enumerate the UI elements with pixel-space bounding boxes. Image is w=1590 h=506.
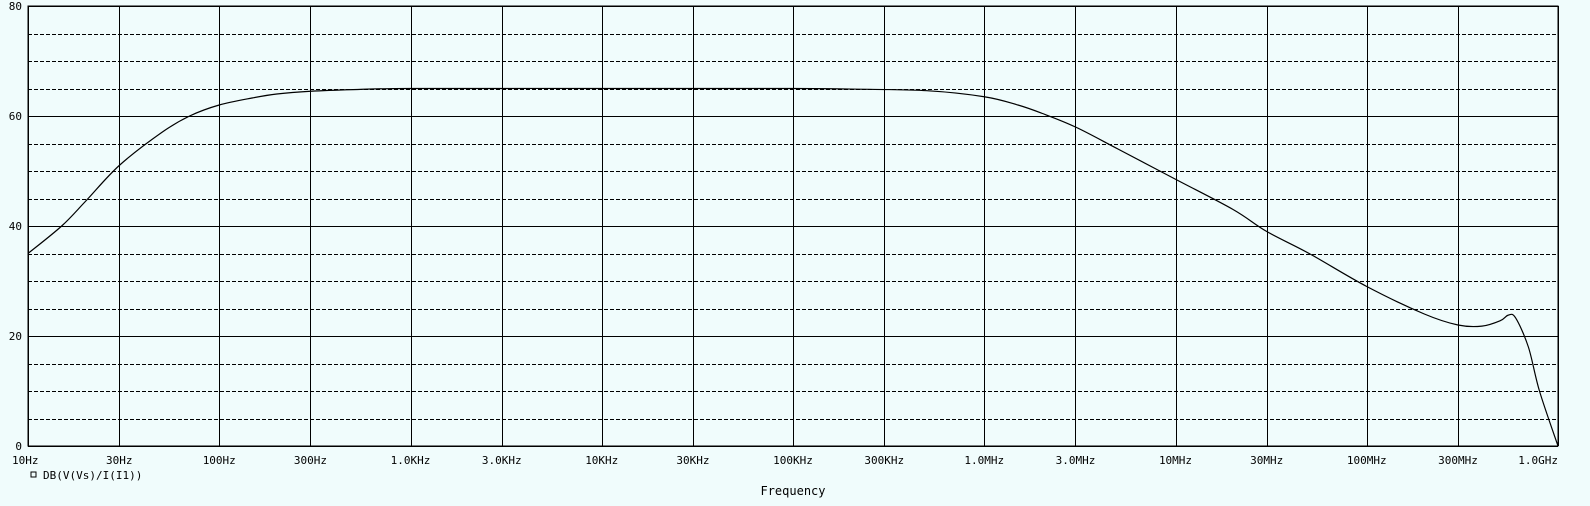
x-tick-label: 300KHz xyxy=(864,454,904,467)
tick-labels: 10Hz 30Hz 100Hz 300Hz 1.0KHz 3.0KHz 10KHz 30KHz… xyxy=(9,0,1558,467)
legend-label: DB(V(Vs)/I(I1)) xyxy=(43,469,142,482)
x-tick-label: 1.0MHz xyxy=(964,454,1004,467)
x-tick-label: 3.0MHz xyxy=(1056,454,1096,467)
x-tick-label: 300MHz xyxy=(1438,454,1478,467)
series-line xyxy=(27,87,1559,447)
legend: DB(V(Vs)/I(I1)) xyxy=(30,469,142,482)
y-tick-label: 20 xyxy=(9,330,22,343)
x-tick-label: 10KHz xyxy=(585,454,618,467)
legend-marker xyxy=(30,471,37,478)
x-tick-label: 100KHz xyxy=(773,454,813,467)
x-tick-label: 100MHz xyxy=(1347,454,1387,467)
x-tick-label: 10MHz xyxy=(1159,454,1192,467)
x-tick-label: 1.0GHz xyxy=(1518,454,1558,467)
x-tick-label: 10Hz xyxy=(12,454,39,467)
plot-frame xyxy=(27,5,1559,447)
y-tick-label: 80 xyxy=(9,0,22,13)
x-tick-label: 30KHz xyxy=(676,454,709,467)
x-tick-label: 30Hz xyxy=(106,454,133,467)
x-tick-label: 300Hz xyxy=(294,454,327,467)
x-tick-label: 3.0KHz xyxy=(482,454,522,467)
y-tick-label: 0 xyxy=(15,440,22,453)
series-layer xyxy=(27,87,1559,447)
y-tick-label: 40 xyxy=(9,220,22,233)
x-tick-label: 1.0KHz xyxy=(391,454,431,467)
y-tick-label: 60 xyxy=(9,110,22,123)
x-tick-label: 100Hz xyxy=(203,454,236,467)
x-axis-title: Frequency xyxy=(760,484,825,498)
x-tick-label: 30MHz xyxy=(1250,454,1283,467)
